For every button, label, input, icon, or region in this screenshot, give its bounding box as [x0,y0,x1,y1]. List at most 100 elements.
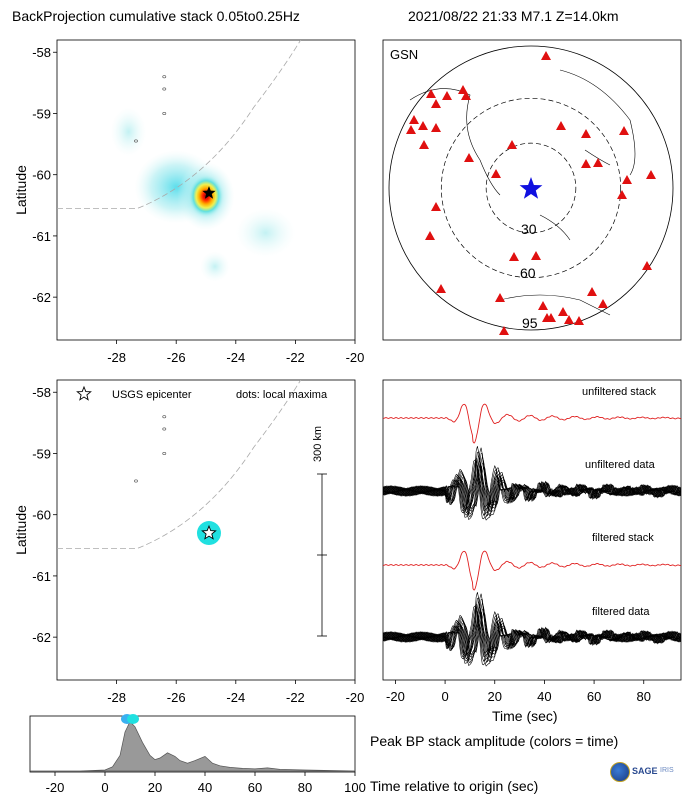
chart-title: BackProjection cumulative stack 0.05to0.… [12,8,300,24]
distance-ring [388,45,674,331]
sage-logo-subtext: IRIS [660,767,674,774]
max-ytick-label: -62 [32,630,51,645]
heatmap-cell [110,107,147,157]
max-island [162,451,167,455]
station-triangle-icon [646,170,656,179]
station-triangle-icon [574,316,584,325]
amp-xtick-label: 60 [248,780,262,795]
bp-coastline [57,40,302,209]
amplitude-plot: -20 0 20 40 60 80 100 [30,714,366,795]
legend-epicenter-label: USGS epicenter [112,389,192,401]
station-triangle-icon [542,313,552,322]
station-triangle-icon [425,231,435,240]
sage-logo-text: SAGE [632,766,658,776]
heatmap-cell [235,208,296,258]
epicenter-star-icon [519,177,543,199]
wave-xtick-label: 40 [537,689,551,704]
station-triangle-icon [581,159,591,168]
heatmap-cell [200,251,230,282]
max-island [162,427,167,431]
max-ytick-label: -59 [32,446,51,461]
bp-xtick-label: -20 [346,350,365,365]
station-triangle-icon [622,175,632,184]
station-triangle-icon [564,315,574,324]
backprojection-heatmap [57,40,302,282]
amp-xtick-label: 40 [198,780,212,795]
station-triangle-icon [418,121,428,130]
waveform-xlabel: Time (sec) [492,708,558,724]
max-ytick-label: -61 [32,569,51,584]
amplitude-frame [29,715,356,773]
station-triangle-icon [431,123,441,132]
station-triangle-icon [509,252,519,261]
bp-xtick-label: -26 [167,350,186,365]
bp-island [134,139,138,143]
bp-ytick-label: -60 [32,168,51,183]
station-triangle-icon [406,125,416,134]
backprojection-axes: -28 -26 -24 -22 -20 -58 -59 -60 -61 -62 [32,45,364,365]
station-triangle-icon [495,293,505,302]
trace-label-filtered-stack: filtered stack [592,532,654,544]
legend-maxima-label: dots: local maxima [236,389,328,401]
station-map-frame [382,39,682,341]
ylabel-bottom: Latitude [12,505,29,555]
unfiltered-data-trace [383,458,681,516]
sage-logo-icon [610,762,630,782]
amp-xtick-label: 0 [101,780,108,795]
station-triangle-icon [442,91,452,100]
filtered-data-trace [383,604,681,666]
station-triangle-icon [587,287,597,296]
bp-xtick-label: -24 [226,350,245,365]
bp-island [162,111,167,115]
amp-xtick-label: 20 [148,780,162,795]
filtered-data-trace [383,593,681,666]
max-xtick-label: -22 [286,690,305,705]
station-triangle-icon [593,158,603,167]
station-triangle-icon [419,140,429,149]
trace-label-unfiltered-data: unfiltered data [585,459,655,471]
station-triangle-icon [642,261,652,270]
amp-xtick-label: 80 [298,780,312,795]
station-triangle-icon [538,301,548,310]
station-triangle-icon [581,129,591,138]
station-triangle-icon [461,91,471,100]
local-maxima-plot [57,380,327,637]
station-triangle-icon [558,307,568,316]
max-ytick-label: -60 [32,508,51,523]
trace-label-filtered-data: filtered data [592,606,650,618]
unfiltered-data-trace [383,458,681,520]
station-triangle-icon [464,153,474,162]
epicenter-star-icon [201,524,217,540]
epicenter-star-icon [202,186,216,199]
station-triangle-icon [491,169,501,178]
max-xtick-label: -28 [107,690,126,705]
filtered-stack-trace [383,550,681,591]
bp-xtick-label: -28 [107,350,126,365]
max-island [162,415,167,419]
bp-ytick-label: -59 [32,106,51,121]
distance-ring [440,97,622,279]
amplitude-area [30,720,356,772]
station-triangle-icon [531,251,541,260]
amplitude-caption: Peak BP stack amplitude (colors = time) [370,733,619,749]
legend-star-icon [76,385,92,401]
local-maxima-axes: -28 -26 -24 -22 -20 -58 -59 -60 -61 -62 [32,385,364,705]
max-island [134,479,138,483]
wave-xtick-label: 20 [488,689,502,704]
station-triangle-icon [431,99,441,108]
bp-ytick-label: -62 [32,290,51,305]
max-coastline [57,380,302,549]
station-triangle-icon [598,299,608,308]
bp-ytick-label: -58 [32,45,51,60]
scale-bar-label: 300 km [312,425,324,463]
wave-xtick-label: 0 [441,689,448,704]
ring-label-60: 60 [520,265,536,281]
amplitude-xlabel: Time relative to origin (sec) [370,778,539,794]
max-xtick-label: -26 [167,690,186,705]
station-triangle-icon [426,89,436,98]
max-xtick-label: -20 [346,690,365,705]
bp-island [162,75,167,79]
distance-ring [485,142,577,234]
local-maxima-frame [56,379,356,681]
max-ytick-label: -58 [32,385,51,400]
